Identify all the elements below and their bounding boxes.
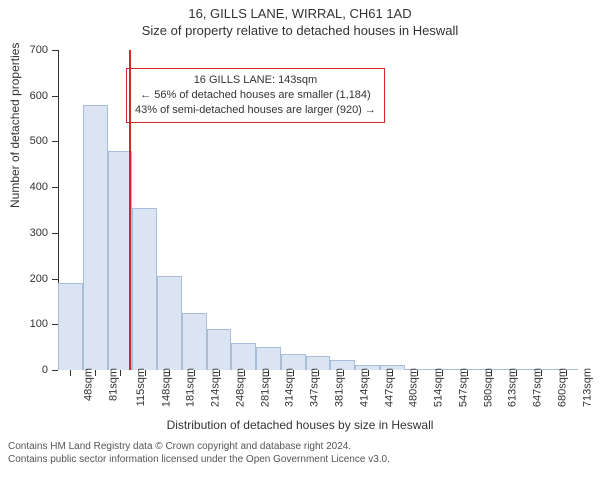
y-tick [52,141,58,142]
x-tick [219,370,220,376]
x-tick [145,370,146,376]
y-tick [52,50,58,51]
chart-title-line1: 16, GILLS LANE, WIRRAL, CH61 1AD [0,0,600,21]
x-tick [516,370,517,376]
chart-area: Number of detached properties 16 GILLS L… [0,38,600,438]
histogram-bar [58,283,83,370]
x-tick-label: 248sqm [235,368,247,407]
x-tick-label: 480sqm [408,368,420,407]
x-tick-label: 148sqm [160,368,172,407]
x-tick [491,370,492,376]
x-tick-label: 214sqm [210,368,222,407]
x-tick [244,370,245,376]
callout-line3: 43% of semi-detached houses are larger (… [135,103,376,118]
x-tick-label: 281sqm [259,368,271,407]
x-tick [343,370,344,376]
y-tick-label: 200 [18,273,48,285]
x-tick-label: 181sqm [185,368,197,407]
histogram-bar [231,343,256,370]
x-tick [467,370,468,376]
x-tick [120,370,121,376]
footer-line1: Contains HM Land Registry data © Crown c… [8,440,592,453]
x-tick-label: 580sqm [482,368,494,407]
histogram-bar [132,208,157,370]
plot-area: 16 GILLS LANE: 143sqm ← 56% of detached … [58,50,578,370]
y-tick-label: 700 [18,44,48,56]
y-tick [52,187,58,188]
x-tick [268,370,269,376]
histogram-bar [256,347,281,370]
x-tick [392,370,393,376]
y-tick-label: 600 [18,90,48,102]
y-tick-label: 300 [18,227,48,239]
x-tick-label: 514sqm [433,368,445,407]
x-tick-label: 347sqm [309,368,321,407]
x-tick-label: 613sqm [507,368,519,407]
x-tick-label: 314sqm [284,368,296,407]
y-tick [52,370,58,371]
histogram-bar [207,329,232,370]
x-tick-label: 680sqm [556,368,568,407]
histogram-bar [182,313,207,370]
y-tick [52,279,58,280]
chart-title-line2: Size of property relative to detached ho… [0,21,600,38]
x-axis-label: Distribution of detached houses by size … [0,418,600,432]
y-tick [52,96,58,97]
x-tick [541,370,542,376]
marker-callout: 16 GILLS LANE: 143sqm ← 56% of detached … [126,68,385,123]
footer: Contains HM Land Registry data © Crown c… [0,438,600,466]
x-tick [442,370,443,376]
y-tick [52,233,58,234]
x-tick [194,370,195,376]
x-tick-label: 713sqm [581,368,593,407]
x-tick [293,370,294,376]
callout-line2: ← 56% of detached houses are smaller (1,… [135,88,376,103]
x-tick-label: 381sqm [334,368,346,407]
x-tick-label: 414sqm [358,368,370,407]
x-tick [318,370,319,376]
y-tick-label: 400 [18,181,48,193]
y-tick-label: 100 [18,318,48,330]
x-tick [95,370,96,376]
x-tick-label: 547sqm [457,368,469,407]
x-tick-label: 447sqm [383,368,395,407]
histogram-bar [157,276,182,370]
x-tick-label: 81sqm [108,368,120,401]
callout-line1: 16 GILLS LANE: 143sqm [135,73,376,88]
x-tick-label: 647sqm [532,368,544,407]
x-tick [368,370,369,376]
x-tick [417,370,418,376]
x-tick [566,370,567,376]
x-tick [169,370,170,376]
y-tick-label: 500 [18,135,48,147]
reference-line [129,50,131,370]
histogram-bar [83,105,108,370]
x-tick [70,370,71,376]
footer-line2: Contains public sector information licen… [8,453,592,466]
x-tick-label: 48sqm [83,368,95,401]
y-tick-label: 0 [18,364,48,376]
